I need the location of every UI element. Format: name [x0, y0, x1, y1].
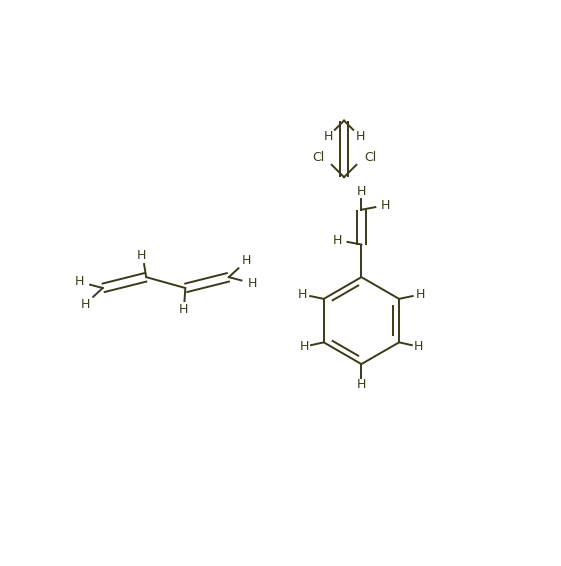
Text: H: H	[80, 298, 90, 311]
Text: H: H	[415, 288, 425, 301]
Text: H: H	[178, 303, 188, 316]
Text: H: H	[300, 340, 309, 353]
Text: H: H	[298, 288, 307, 301]
Text: H: H	[414, 340, 424, 353]
Text: H: H	[357, 379, 366, 392]
Text: H: H	[75, 276, 84, 289]
Text: H: H	[323, 130, 333, 143]
Text: H: H	[247, 277, 256, 290]
Text: H: H	[242, 255, 251, 267]
Text: H: H	[381, 199, 390, 212]
Text: H: H	[137, 249, 146, 262]
Text: Cl: Cl	[364, 151, 376, 164]
Text: H: H	[333, 234, 342, 247]
Text: Cl: Cl	[312, 151, 324, 164]
Text: H: H	[357, 185, 366, 198]
Text: H: H	[355, 130, 365, 143]
